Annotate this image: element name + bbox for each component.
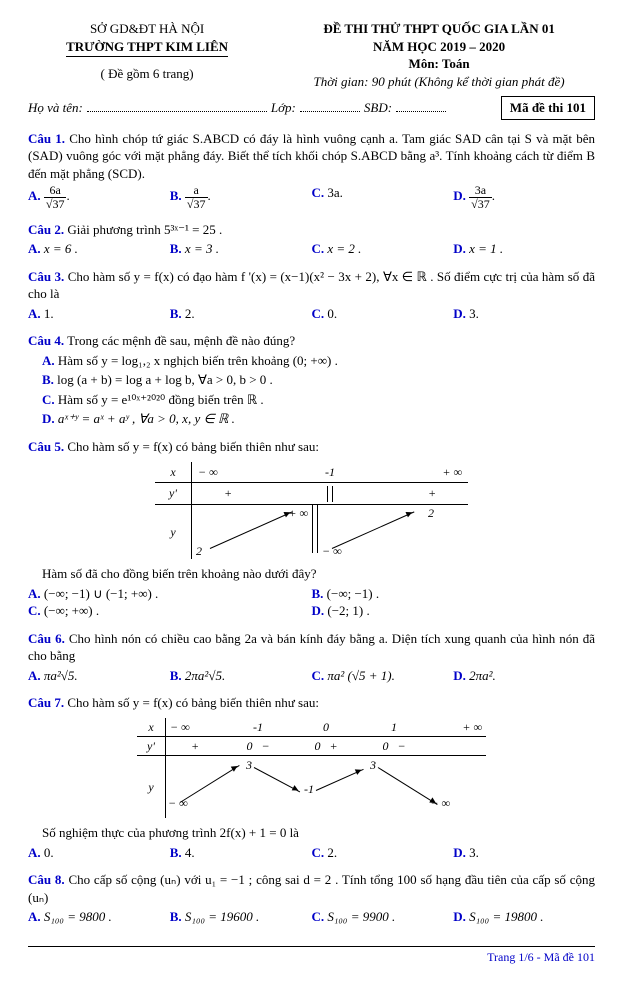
class-label: Lớp: [271, 99, 296, 117]
q6-answers: A. πa²√5. B. 2πa²√5. C. πa² (√5 + 1). D.… [28, 667, 595, 685]
sbd-dots [396, 111, 446, 112]
question-text: Cho hình nón có chiều cao bằng 2a và bán… [28, 631, 595, 664]
question-7: Câu 7. Cho hàm số y = f(x) có bảng biến … [28, 694, 595, 712]
question-label: Câu 6. [28, 631, 65, 646]
q1-d: D. 3a√37. [453, 184, 595, 210]
school-line: TRƯỜNG THPT KIM LIÊN [28, 38, 266, 58]
subject-line: Môn: Toán [283, 55, 595, 73]
q1-b: B. a√37. [170, 184, 312, 210]
name-label: Họ và tên: [28, 99, 83, 117]
title-line: ĐỀ THI THỬ THPT QUỐC GIA LẦN 01 [283, 20, 595, 38]
q5-text2: Hàm số đã cho đồng biến trên khoảng nào … [42, 565, 595, 583]
class-dots [300, 111, 360, 112]
question-6: Câu 6. Cho hình nón có chiều cao bằng 2a… [28, 630, 595, 665]
q7-answers: A. 0. B. 4. C. 2. D. 3. [28, 844, 595, 862]
question-3: Câu 3. Cho hàm số y = f(x) có đạo hàm f … [28, 268, 595, 303]
q5-variation-table: x − ∞ -1 + ∞ y' + + y + ∞ 2 [28, 462, 595, 559]
page-footer: Trang 1/6 - Mã đề 101 [28, 946, 595, 965]
question-text: Trong các mệnh đề sau, mệnh đề nào đúng? [67, 333, 295, 348]
q8-answers: A. S₁₀₀ = 9800 . B. S₁₀₀ = 19600 . C. S₁… [28, 908, 595, 926]
name-dots [87, 111, 267, 112]
question-label: Câu 2. [28, 222, 64, 237]
q3-answers: A. 1. B. 2. C. 0. D. 3. [28, 305, 595, 323]
question-text: Cho hàm số y = f(x) có đạo hàm f '(x) = … [28, 269, 595, 302]
question-8: Câu 8. Cho cấp số cộng (uₙ) với u₁ = −1 … [28, 871, 595, 906]
page-header: SỞ GD&ĐT HÀ NỘI TRƯỜNG THPT KIM LIÊN ( Đ… [28, 20, 595, 90]
q1-answers: A. 6a√37. B. a√37. C. 3a. D. 3a√37. [28, 184, 595, 210]
question-4: Câu 4. Trong các mệnh đề sau, mệnh đề nà… [28, 332, 595, 350]
year-line: NĂM HỌC 2019 – 2020 [283, 38, 595, 56]
q1-a: A. 6a√37. [28, 184, 170, 210]
exam-code-box: Mã đề thi 101 [501, 96, 595, 120]
question-5: Câu 5. Cho hàm số y = f(x) có bảng biến … [28, 438, 595, 456]
q7-text2: Số nghiệm thực của phương trình 2f(x) + … [42, 824, 595, 842]
question-label: Câu 8. [28, 872, 65, 887]
pages-line: ( Đề gồm 6 trang) [28, 65, 266, 83]
q1-c: C. 3a. [312, 184, 454, 210]
question-text: Giải phương trình 5³ˣ⁻¹ = 25 . [67, 222, 222, 237]
q7-variation-table: x − ∞ -1 0 1 + ∞ y' + 0 − 0 + 0 − y − ∞ … [28, 718, 595, 818]
question-label: Câu 5. [28, 439, 64, 454]
question-text: Cho cấp số cộng (uₙ) với u₁ = −1 ; công … [28, 872, 595, 905]
question-text: Cho hình chóp tứ giác S.ABCD có đáy là h… [28, 131, 595, 181]
student-row: Họ và tên: Lớp: SBD: Mã đề thi 101 [28, 96, 595, 120]
q2-answers: A. x = 6 . B. x = 3 . C. x = 2 . D. x = … [28, 240, 595, 258]
question-2: Câu 2. Giải phương trình 5³ˣ⁻¹ = 25 . [28, 221, 595, 239]
dept-line: SỞ GD&ĐT HÀ NỘI [28, 20, 266, 38]
question-label: Câu 7. [28, 695, 64, 710]
sbd-label: SBD: [364, 99, 392, 117]
question-label: Câu 1. [28, 131, 65, 146]
question-1: Câu 1. Cho hình chóp tứ giác S.ABCD có đ… [28, 130, 595, 183]
question-text: Cho hàm số y = f(x) có bảng biến thiên n… [67, 439, 319, 454]
question-label: Câu 4. [28, 333, 64, 348]
q5-answers: A. (−∞; −1) ∪ (−1; +∞) . B. (−∞; −1) . C… [28, 585, 595, 620]
q4-statements: A. Hàm số y = log₁,₂ x nghịch biến trên … [28, 352, 595, 428]
question-label: Câu 3. [28, 269, 64, 284]
question-text: Cho hàm số y = f(x) có bảng biến thiên n… [67, 695, 319, 710]
header-left: SỞ GD&ĐT HÀ NỘI TRƯỜNG THPT KIM LIÊN ( Đ… [28, 20, 266, 90]
header-right: ĐỀ THI THỬ THPT QUỐC GIA LẦN 01 NĂM HỌC … [283, 20, 595, 90]
time-line: Thời gian: 90 phút (Không kể thời gian p… [283, 73, 595, 91]
